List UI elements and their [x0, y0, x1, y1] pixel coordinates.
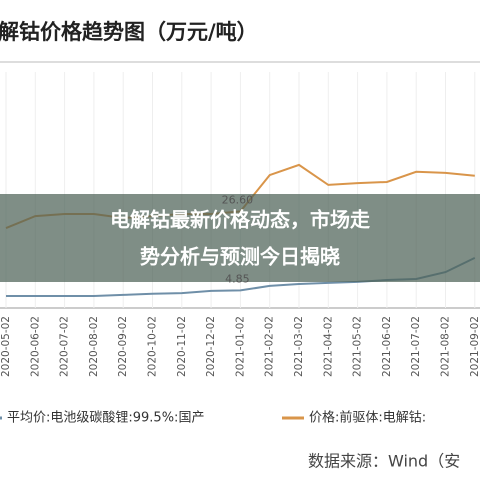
x-tick-label: 2020-07-02	[59, 316, 71, 377]
x-tick-label: 2021-03-02	[293, 316, 305, 377]
x-tick-label: 2020-10-02	[147, 316, 159, 377]
x-tick-label: 2021-04-02	[322, 316, 334, 377]
x-tick-label: 2020-09-02	[117, 316, 129, 377]
data-label: 4.85	[225, 272, 250, 285]
x-tick-label: 2021-07-02	[410, 316, 422, 377]
x-tick-label: 2020-06-02	[29, 316, 41, 377]
banner-line: 势分析与预测今日揭晓	[140, 245, 340, 269]
banner	[0, 194, 480, 282]
x-tick-label: 2021-05-02	[352, 316, 364, 377]
x-tick-label: 2021-06-02	[381, 316, 393, 377]
data-label: 26.60	[222, 193, 254, 206]
x-tick-label: 2020-11-02	[176, 316, 188, 377]
banner-line: 电解钴最新价格动态，市场走	[110, 208, 370, 232]
legend-label: 价格:前驱体:电解钴:	[309, 410, 426, 426]
chart-title: 解钴价格趋势图（万元/吨）	[0, 20, 258, 44]
legend-label: 平均价:电池级碳酸锂:99.5%:国产	[7, 411, 204, 426]
x-tick-label: 2020-12-02	[205, 316, 217, 377]
x-tick-label: 2020-05-02	[0, 316, 12, 377]
x-tick-label: 2021-09-02	[469, 316, 480, 377]
x-tick-label: 2020-08-02	[88, 316, 100, 377]
source-note: 数据来源：Wind（安	[308, 452, 460, 471]
x-tick-label: 2021-02-02	[264, 316, 276, 377]
x-tick-label: 2021-08-02	[440, 316, 452, 377]
x-tick-label: 2021-01-02	[234, 316, 246, 377]
